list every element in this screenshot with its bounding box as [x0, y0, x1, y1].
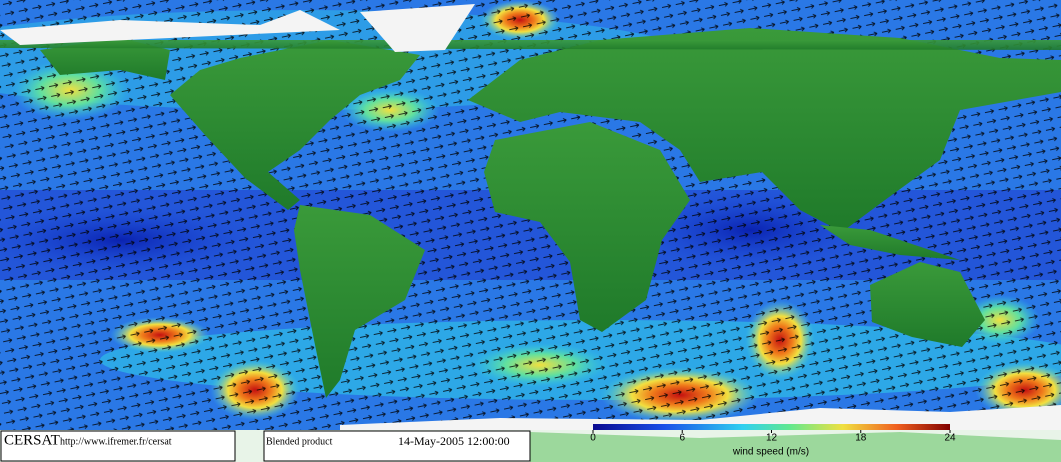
date: 14-May-2005 12:00:00 [398, 434, 510, 448]
colorbar-tick-label: 6 [679, 433, 685, 444]
continents [0, 28, 1061, 398]
colorbar-ticks: 0 6 12 18 24 [590, 430, 956, 444]
colorbar-label: wind speed (m/s) [732, 447, 809, 458]
url: http://www.ifremer.fr/cersat [60, 436, 172, 447]
info-box [0, 430, 236, 462]
colorbar-tick-label: 24 [944, 433, 956, 444]
product: Blended product [266, 436, 333, 447]
colorbar [593, 424, 950, 430]
colorbar-tick-label: 12 [766, 433, 778, 444]
ice [0, 4, 1061, 430]
antarctica [530, 432, 1061, 462]
logo: CERSAT [4, 432, 60, 448]
colorbar-tick-label: 18 [855, 433, 867, 444]
info-box [263, 430, 531, 462]
colorbar-tick-label: 0 [590, 433, 596, 444]
